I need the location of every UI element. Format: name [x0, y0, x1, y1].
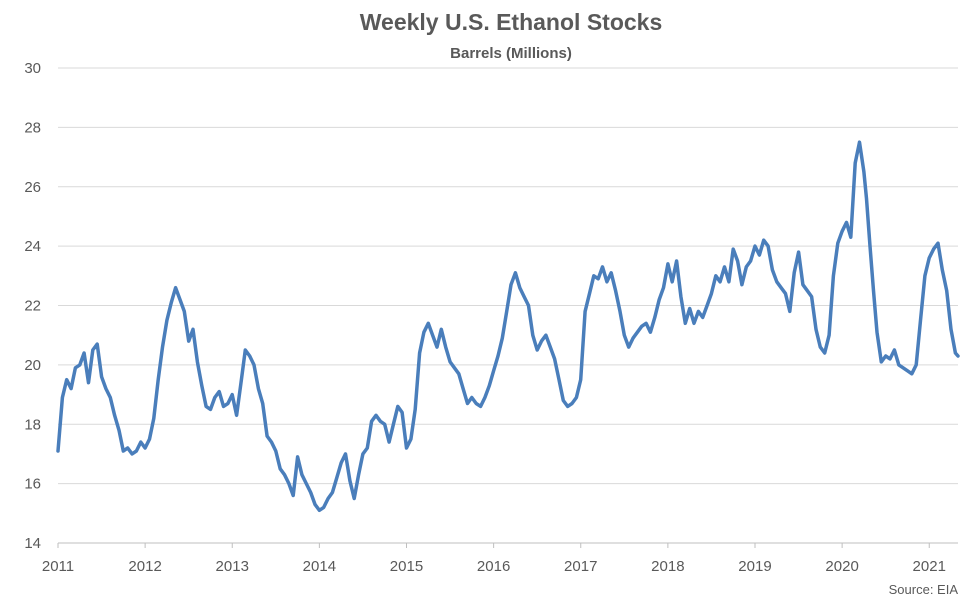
- x-tick-label: 2014: [303, 558, 336, 575]
- x-tick-label: 2012: [128, 558, 161, 575]
- y-tick-label: 20: [24, 357, 41, 374]
- series-line-0: [56, 140, 960, 513]
- x-tick-label: 2013: [216, 558, 249, 575]
- gridlines: [58, 67, 958, 544]
- source-note: Source: EIA: [889, 582, 959, 597]
- y-tick-label: 28: [24, 119, 41, 136]
- x-axis-ticks: 2011 2012 2013 2014 2015 2016 2017 2018 2019 2020…: [42, 543, 946, 575]
- y-tick-label: 14: [24, 535, 41, 552]
- x-tick-label: 2020: [825, 558, 858, 575]
- y-tick-label: 24: [24, 238, 41, 255]
- chart-title: Weekly U.S. Ethanol Stocks: [360, 9, 663, 35]
- chart-subtitle: Barrels (Millions): [450, 45, 572, 62]
- x-tick-label: 2011: [42, 558, 74, 575]
- x-tick-label: 2015: [390, 558, 423, 575]
- x-tick-label: 2016: [477, 558, 510, 575]
- x-tick-label: 2021: [913, 558, 946, 575]
- x-tick-label: 2018: [651, 558, 684, 575]
- y-axis-ticks: 14 16 18 20 22 24 26 28 30: [24, 60, 41, 552]
- x-tick-label: 2017: [564, 558, 597, 575]
- y-tick-label: 22: [24, 298, 41, 315]
- y-tick-label: 16: [24, 476, 41, 493]
- y-tick-label: 18: [24, 416, 41, 433]
- y-tick-label: 26: [24, 179, 41, 196]
- y-tick-label: 30: [24, 60, 41, 77]
- x-tick-label: 2019: [738, 558, 771, 575]
- series-layer: [56, 140, 960, 513]
